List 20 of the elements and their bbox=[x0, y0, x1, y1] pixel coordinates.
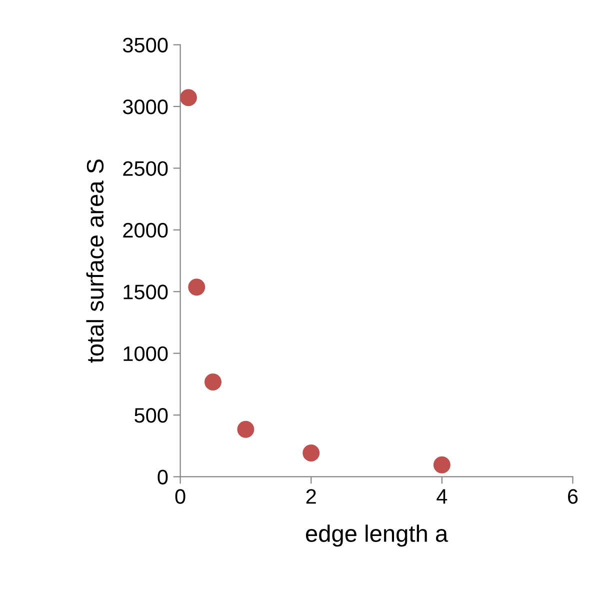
point bbox=[237, 420, 254, 438]
point bbox=[433, 456, 450, 474]
y-tick-label: 1000 bbox=[124, 346, 168, 362]
x-tick-label: 6 bbox=[568, 489, 578, 504]
y-tick-label: 3500 bbox=[122, 38, 168, 53]
point bbox=[204, 373, 222, 390]
x-axis-title: edge length a bbox=[306, 524, 448, 547]
y-tick-label: 0 bbox=[158, 470, 168, 484]
x-tick-label: 2 bbox=[306, 489, 316, 504]
y-tick-label: 1500 bbox=[124, 284, 168, 300]
point bbox=[302, 444, 320, 462]
y-tick-label: 3000 bbox=[122, 99, 168, 114]
y-tick-label: 2000 bbox=[123, 222, 168, 238]
y-tick-label: 2500 bbox=[123, 161, 168, 176]
x-tick-label: 4 bbox=[436, 489, 448, 504]
x-tick-label: 0 bbox=[175, 489, 186, 504]
y-tick-label: 500 bbox=[134, 408, 168, 423]
y-axis-title: total surface area S bbox=[86, 159, 104, 363]
point bbox=[180, 89, 197, 106]
point bbox=[188, 278, 206, 296]
